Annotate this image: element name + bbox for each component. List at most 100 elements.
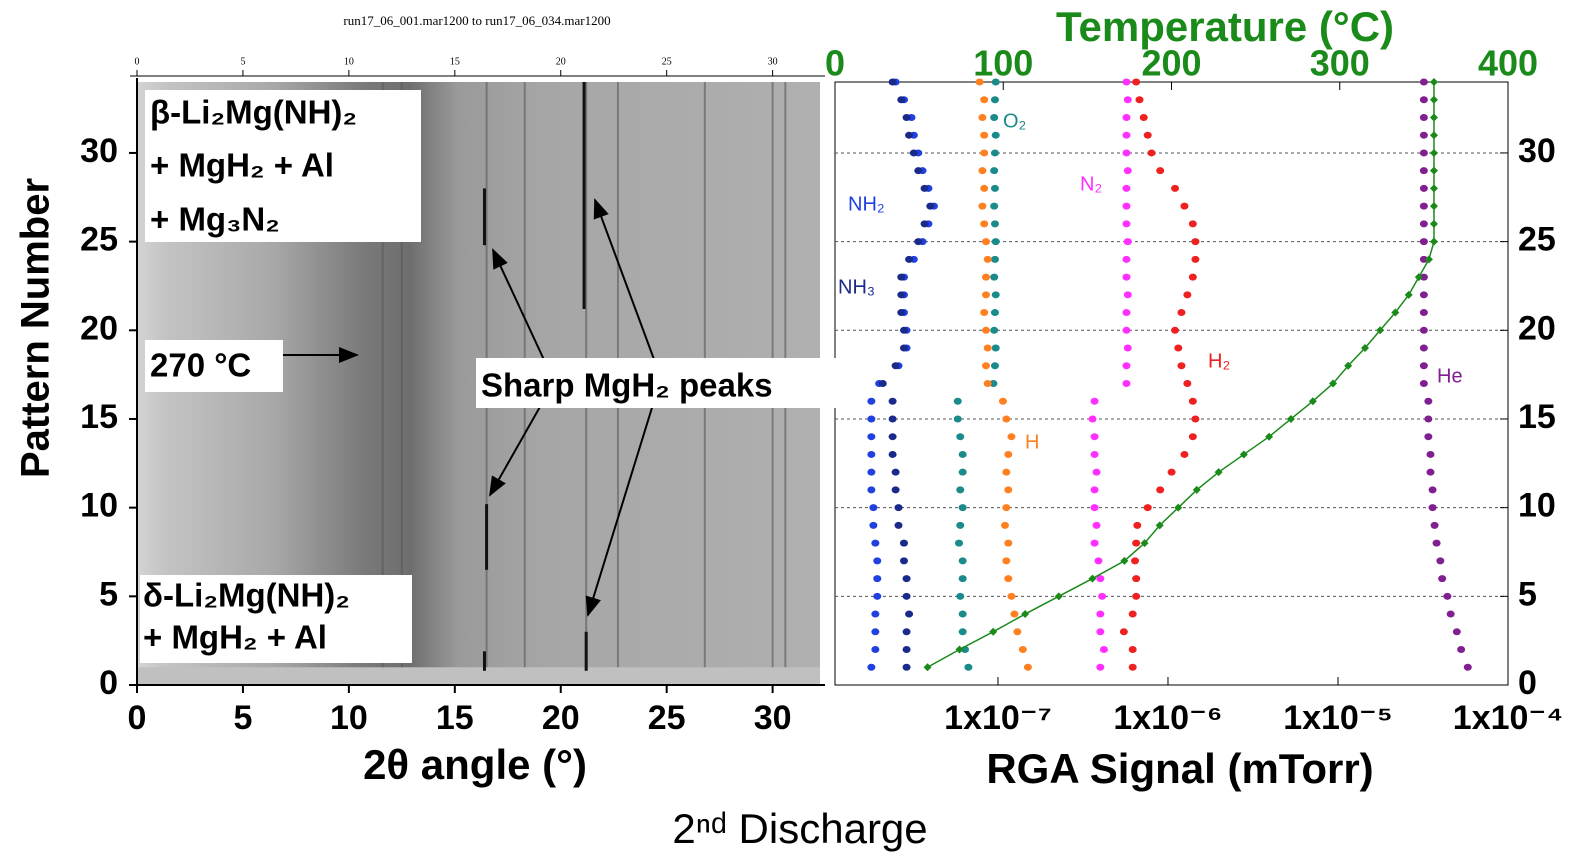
y-tick-label: 30 <box>80 132 118 170</box>
data-point <box>958 557 967 565</box>
data-point <box>909 149 918 157</box>
data-point <box>981 326 990 334</box>
data-point <box>899 326 908 334</box>
data-point <box>981 291 990 299</box>
temperature-point <box>1376 326 1385 335</box>
data-point <box>902 575 911 583</box>
temperature-point <box>1344 361 1353 370</box>
data-point <box>897 309 906 317</box>
data-point <box>914 238 923 246</box>
data-point <box>958 504 967 512</box>
data-point <box>980 184 989 192</box>
data-point <box>1143 504 1152 512</box>
temperature-point <box>923 663 932 672</box>
data-point <box>953 397 962 405</box>
data-point <box>1010 610 1019 618</box>
temperature-point <box>989 627 998 636</box>
data-point <box>867 486 876 494</box>
data-point <box>1436 557 1445 565</box>
data-point <box>1419 326 1428 334</box>
temperature-point <box>955 645 964 654</box>
caption: 2ⁿᵈ Discharge <box>672 805 927 852</box>
data-point <box>1123 344 1132 352</box>
data-point <box>1132 78 1141 86</box>
temperature-point <box>1429 237 1438 246</box>
temperature-point <box>1429 184 1438 193</box>
data-point <box>1419 255 1428 263</box>
data-point <box>1098 592 1107 600</box>
data-point <box>1132 592 1141 600</box>
data-point <box>902 628 911 636</box>
y-axis-label: Pattern Number <box>14 178 58 478</box>
data-point <box>998 397 1007 405</box>
x-tick-label: 20 <box>542 699 580 737</box>
temperature-point <box>1329 379 1338 388</box>
x-tick-label: 0 <box>128 699 147 737</box>
data-point <box>1430 521 1439 529</box>
data-point <box>1096 628 1105 636</box>
rga-panel: RGA Signal (mTorr) Temperature (°C) 0 5 10… <box>825 3 1563 792</box>
data-point <box>991 344 1000 352</box>
data-point <box>897 291 906 299</box>
data-point <box>1419 309 1428 317</box>
temperature-point <box>1429 131 1438 140</box>
data-point <box>1428 486 1437 494</box>
data-point <box>990 202 999 210</box>
y-tick-label: 30 <box>1518 132 1556 170</box>
data-point <box>1174 344 1183 352</box>
data-point <box>1167 468 1176 476</box>
temperature-point <box>1239 450 1248 459</box>
data-point <box>1122 273 1131 281</box>
data-point <box>1123 96 1132 104</box>
data-point <box>1183 291 1192 299</box>
data-point <box>867 415 876 423</box>
data-point <box>978 202 987 210</box>
data-point <box>1096 663 1105 671</box>
data-point <box>1122 78 1131 86</box>
arrow <box>585 397 656 617</box>
data-point <box>981 273 990 281</box>
data-point <box>990 149 999 157</box>
data-point <box>989 380 998 387</box>
data-point <box>1090 397 1099 405</box>
data-point <box>980 309 989 317</box>
data-point <box>867 663 876 671</box>
series-label: H <box>1025 431 1039 453</box>
data-point <box>1013 628 1022 636</box>
data-point <box>980 131 989 139</box>
data-point <box>873 557 882 565</box>
data-point <box>990 309 999 317</box>
temperature-point <box>1429 78 1438 86</box>
temperature-point <box>1021 610 1030 619</box>
temperature-point <box>1174 503 1183 512</box>
data-point <box>905 131 914 139</box>
plot-frame <box>834 81 1509 686</box>
data-point <box>1002 468 1011 476</box>
data-point <box>869 504 878 512</box>
data-point <box>891 468 900 476</box>
data-point <box>990 96 999 104</box>
data-point <box>878 380 887 387</box>
data-point <box>1443 592 1452 600</box>
data-point <box>1002 557 1011 565</box>
data-point <box>983 380 992 387</box>
data-point <box>990 362 999 370</box>
data-point <box>1428 504 1437 512</box>
data-point <box>897 273 906 281</box>
data-point <box>920 184 929 192</box>
data-point <box>990 220 999 228</box>
data-point <box>1177 362 1186 370</box>
data-point <box>1133 521 1142 529</box>
data-point <box>888 415 897 423</box>
data-point <box>871 539 880 547</box>
data-point <box>990 255 999 263</box>
data-point <box>980 220 989 228</box>
annotation: β-Li₂Mg(NH)₂ <box>150 94 357 131</box>
series-label: H₂ <box>1208 350 1230 372</box>
data-point <box>1123 238 1132 246</box>
data-point <box>981 362 990 370</box>
temperature-point <box>1429 166 1438 175</box>
data-point <box>958 610 967 618</box>
data-point <box>1419 273 1428 281</box>
data-point <box>888 78 897 86</box>
